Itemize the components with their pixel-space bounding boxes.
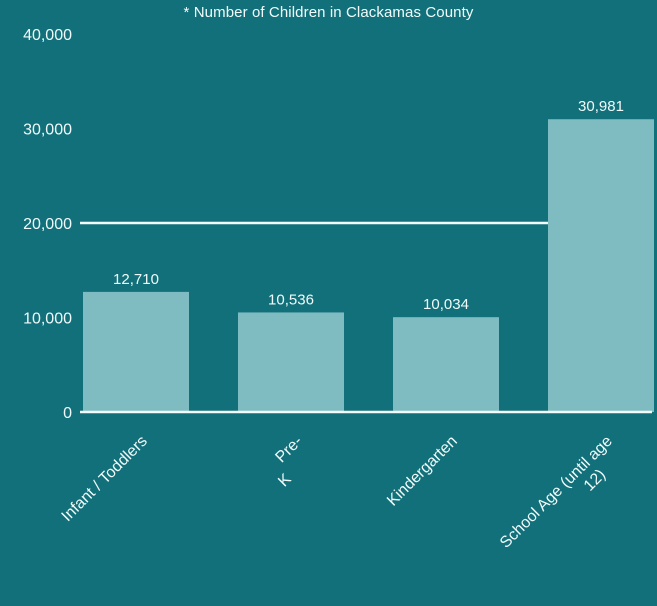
- y-tick-label-1: 10,000: [23, 311, 72, 328]
- x-category-label-2: Kindergarten: [384, 433, 461, 510]
- bar-1: [238, 312, 344, 412]
- x-category-label-0-line-0: Infant / Toddlers: [59, 433, 151, 525]
- data-label-0: 12,710: [113, 271, 159, 288]
- data-label-2: 10,034: [423, 296, 469, 313]
- bar-3: [548, 119, 654, 412]
- y-tick-label-4: 40,000: [23, 27, 72, 44]
- bar-0: [83, 291, 189, 412]
- chart-title: * Number of Children in Clackamas County: [183, 4, 474, 21]
- y-tick-label-2: 20,000: [23, 216, 72, 233]
- x-category-label-1-line-0: Pre-: [272, 433, 305, 466]
- x-category-label-0: Infant / Toddlers: [59, 433, 151, 525]
- bar-2: [393, 317, 499, 412]
- x-category-label-2-line-0: Kindergarten: [384, 433, 461, 510]
- x-category-label-1-line-1: K: [275, 471, 295, 491]
- bar-layer: [83, 119, 654, 412]
- y-tick-label-0: 0: [63, 405, 72, 422]
- data-label-3: 30,981: [578, 98, 624, 115]
- x-category-label-1: Pre- K: [272, 433, 305, 491]
- x-category-label-3-line-0: School Age (until age: [497, 433, 616, 552]
- y-tick-label-3: 30,000: [23, 122, 72, 139]
- data-label-1: 10,536: [268, 291, 314, 308]
